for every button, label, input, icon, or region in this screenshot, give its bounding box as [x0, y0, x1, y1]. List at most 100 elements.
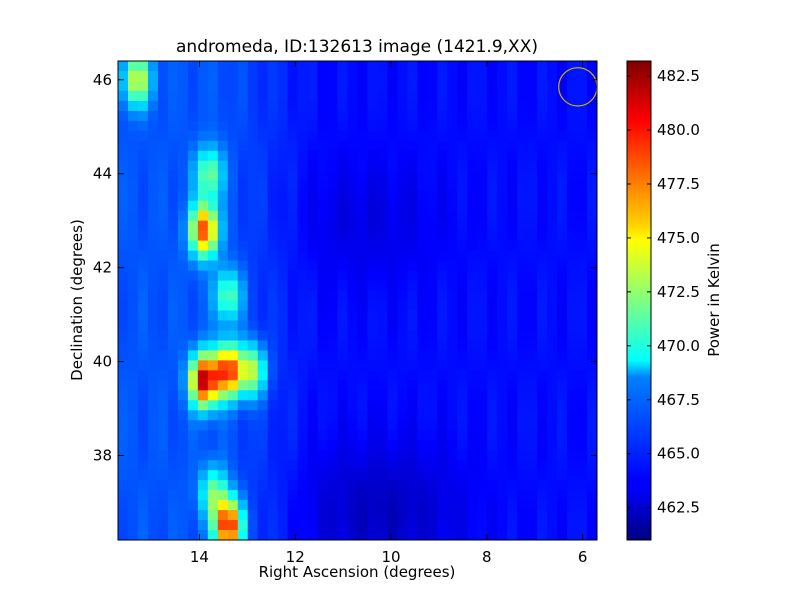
heatmap-cell [477, 80, 488, 92]
heatmap-cell [277, 400, 289, 411]
heatmap-cell [327, 510, 339, 521]
heatmap-cell [387, 100, 399, 112]
heatmap-cell [477, 120, 488, 132]
heatmap-cell [457, 90, 468, 102]
heatmap-cell [307, 350, 319, 361]
heatmap-cell [347, 70, 359, 82]
heatmap-cell [377, 350, 389, 361]
heatmap-cell [387, 140, 399, 152]
heatmap-cell [147, 480, 159, 491]
heatmap-cell [397, 500, 408, 511]
heatmap-cell [118, 310, 129, 322]
heatmap-cell [127, 400, 139, 411]
heatmap-cell [237, 380, 249, 391]
heatmap-cell [267, 510, 279, 521]
heatmap-cell [267, 140, 279, 152]
heatmap-cell [347, 390, 359, 401]
heatmap-cell [167, 480, 179, 491]
heatmap-cell [267, 250, 279, 262]
heatmap-cell [407, 490, 418, 501]
heatmap-cell [147, 140, 159, 152]
heatmap-cell [437, 180, 448, 192]
heatmap-cell [367, 280, 379, 292]
heatmap-cell [307, 410, 319, 421]
heatmap-cell [207, 140, 219, 152]
heatmap-cell [147, 110, 159, 122]
heatmap-cell [237, 520, 249, 531]
heatmap-cell [387, 210, 399, 222]
heatmap-cell [417, 240, 428, 252]
heatmap-cell [497, 210, 508, 222]
heatmap-cell [207, 90, 219, 102]
heatmap-cell [157, 61, 169, 72]
heatmap-cell [447, 170, 458, 182]
heatmap-cell [157, 520, 169, 531]
heatmap-cell [377, 310, 389, 322]
heatmap-cell [437, 400, 448, 411]
heatmap-cell [217, 380, 229, 391]
heatmap-cell [467, 70, 478, 82]
heatmap-cell [507, 510, 518, 521]
heatmap-cell [147, 130, 159, 142]
heatmap-cell [397, 330, 408, 342]
heatmap-cell [177, 370, 189, 381]
heatmap-cell [297, 500, 309, 511]
heatmap-cell [137, 450, 149, 461]
heatmap-cell [157, 80, 169, 92]
heatmap-cell [387, 450, 399, 461]
heatmap-cell [237, 180, 249, 192]
heatmap-cell [427, 480, 438, 491]
heatmap-cell [367, 470, 379, 481]
heatmap-cell [397, 250, 408, 262]
heatmap-cell [237, 400, 249, 411]
heatmap-cell [307, 420, 319, 431]
heatmap-cell [187, 70, 199, 82]
heatmap-cell [187, 220, 199, 232]
heatmap-cell [427, 530, 438, 540]
heatmap-cell [547, 500, 558, 511]
heatmap-cell [527, 70, 538, 82]
heatmap-cell [557, 340, 568, 351]
heatmap-cell [157, 120, 169, 132]
heatmap-cell [247, 180, 259, 192]
heatmap-cell [587, 330, 597, 342]
heatmap-cell [197, 430, 209, 441]
heatmap-cell [217, 240, 229, 252]
heatmap-cell [337, 470, 349, 481]
heatmap-cell [137, 310, 149, 322]
heatmap-cell [517, 100, 528, 112]
heatmap-cell [287, 290, 299, 302]
heatmap-cell [147, 150, 159, 162]
heatmap-cell [557, 500, 568, 511]
heatmap-cell [327, 190, 339, 202]
heatmap-cell [337, 410, 349, 421]
heatmap-cell [187, 420, 199, 431]
heatmap-cell [227, 370, 239, 381]
heatmap-cell [427, 370, 438, 381]
heatmap-cell [517, 70, 528, 82]
heatmap-cell [257, 300, 269, 312]
heatmap-cell [167, 490, 179, 501]
heatmap-cell [137, 500, 149, 511]
heatmap-cell [587, 260, 597, 272]
heatmap-cell [567, 250, 578, 262]
heatmap-cell [457, 320, 468, 332]
heatmap-cell [347, 350, 359, 361]
heatmap-cell [497, 320, 508, 332]
heatmap-cell [387, 340, 399, 351]
heatmap-cell [217, 61, 229, 72]
heatmap-cell [287, 150, 299, 162]
heatmap-cell [557, 410, 568, 421]
heatmap-cell [227, 200, 239, 212]
heatmap-cell [487, 290, 498, 302]
heatmap-cell [427, 150, 438, 162]
heatmap-cell [357, 250, 369, 262]
heatmap-cell [427, 280, 438, 292]
heatmap-cell [367, 160, 379, 172]
heatmap-cell [217, 370, 229, 381]
heatmap-cell [437, 350, 448, 361]
heatmap-cell [447, 140, 458, 152]
heatmap-cell [417, 420, 428, 431]
heatmap-cell [527, 230, 538, 242]
